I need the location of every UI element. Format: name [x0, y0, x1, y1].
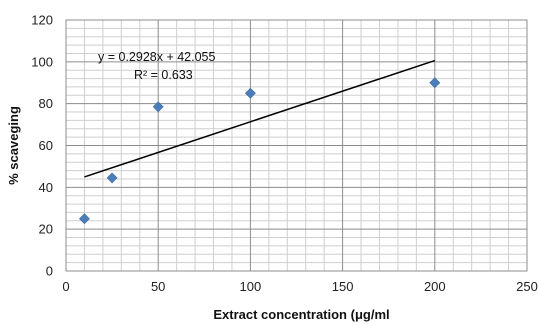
plot-area [65, 19, 528, 272]
x-tick-label: 200 [424, 279, 446, 294]
data-point [244, 87, 256, 99]
y-tick-label: 100 [31, 54, 53, 69]
data-point [429, 77, 441, 89]
x-tick-label: 50 [151, 279, 165, 294]
y-axis-title: % scaveging [6, 106, 21, 185]
x-tick-label: 250 [516, 279, 538, 294]
y-tick-label: 20 [39, 222, 53, 237]
data-point [106, 172, 118, 184]
y-tick-label: 40 [39, 180, 53, 195]
x-axis-title: Extract concentration (μg/ml [213, 307, 389, 322]
x-axis-tick-labels: 0 50 100 150 200 250 [62, 279, 537, 294]
trendline [84, 59, 436, 178]
y-tick-label: 60 [39, 138, 53, 153]
x-tick-label: 0 [62, 279, 69, 294]
data-point [79, 213, 90, 225]
x-tick-label: 150 [332, 279, 354, 294]
y-tick-label: 0 [46, 264, 53, 279]
y-tick-label: 80 [39, 96, 53, 111]
trendline-group [84, 59, 436, 178]
y-tick-label: 120 [31, 13, 53, 28]
data-point [152, 101, 164, 113]
x-tick-label: 100 [240, 279, 262, 294]
data-points [79, 77, 441, 225]
trendline-equation: y = 0.2928x + 42.055 [98, 50, 216, 64]
y-axis-tick-labels: 0 20 40 60 80 100 120 [31, 13, 53, 279]
r-squared-label: R² = 0.633 [134, 68, 193, 82]
